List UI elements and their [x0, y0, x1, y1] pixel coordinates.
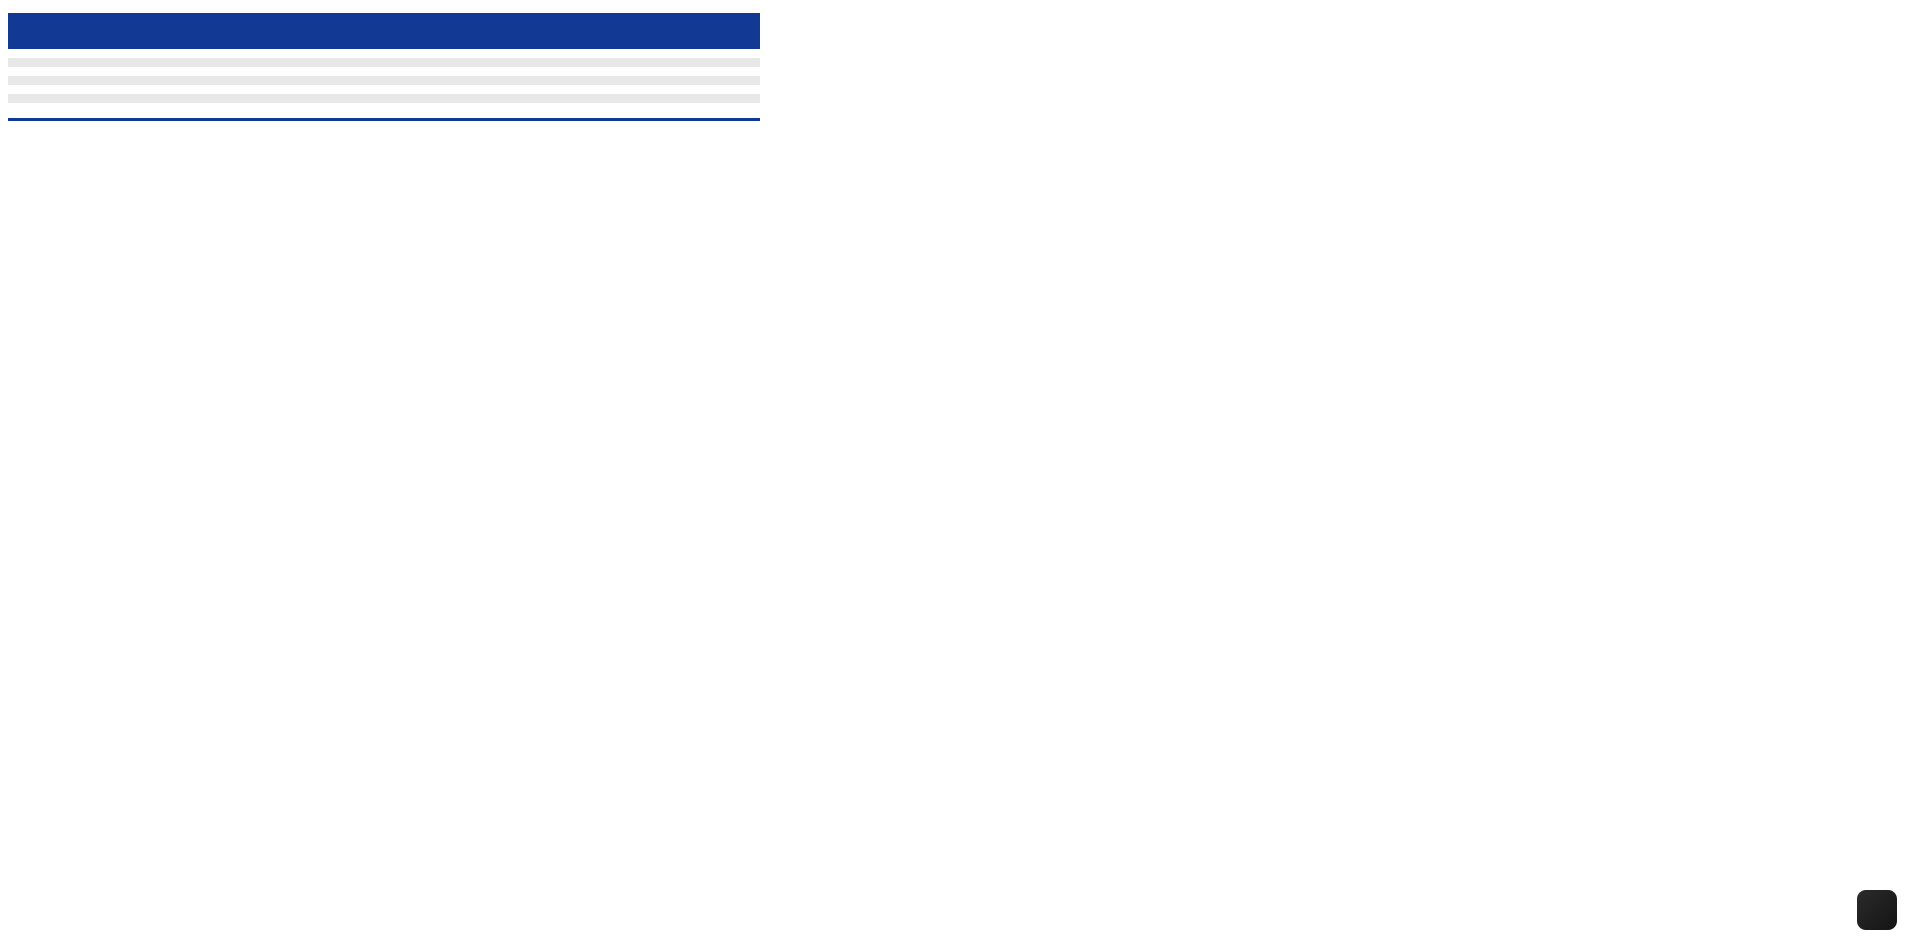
table-body [8, 49, 760, 116]
cell-view [408, 85, 760, 94]
cell-time [8, 85, 100, 94]
charts-panel [770, 0, 1920, 942]
table-bottom-rule [8, 118, 760, 121]
cell-view [408, 76, 760, 85]
cell-view [408, 49, 760, 58]
cell-report [100, 58, 408, 67]
chart-1-svg [770, 60, 1920, 390]
cell-report [100, 76, 408, 85]
report-table-panel [0, 0, 760, 942]
report-table [8, 13, 760, 116]
cell-view [408, 67, 760, 76]
cell-report [100, 94, 408, 103]
column-header-report [100, 13, 408, 49]
cell-report [100, 49, 408, 58]
cell-report [100, 67, 408, 76]
cell-report [100, 85, 408, 94]
table-row-summary [8, 103, 760, 116]
cell-summary-text [100, 103, 760, 116]
column-header-view [408, 13, 760, 49]
chart-tce-vs-contango [770, 400, 1920, 690]
watermark [1844, 890, 1906, 930]
cell-view [408, 94, 760, 103]
chart-title [770, 0, 1920, 18]
table-row [8, 76, 760, 85]
table-row [8, 85, 760, 94]
cell-summary-label [8, 103, 100, 116]
cell-time [8, 94, 100, 103]
table-row [8, 67, 760, 76]
cell-time [8, 67, 100, 76]
cell-view [408, 58, 760, 67]
cell-time [8, 76, 100, 85]
table-row [8, 94, 760, 103]
table-row [8, 49, 760, 58]
cell-time [8, 58, 100, 67]
table-header-row [8, 13, 760, 49]
watermark-logo-icon [1857, 890, 1897, 930]
table-row [8, 58, 760, 67]
chart-2-svg [770, 400, 1920, 690]
cell-time [8, 49, 100, 58]
column-header-time [8, 13, 100, 49]
chart-pb-vs-orderbook [770, 60, 1920, 390]
